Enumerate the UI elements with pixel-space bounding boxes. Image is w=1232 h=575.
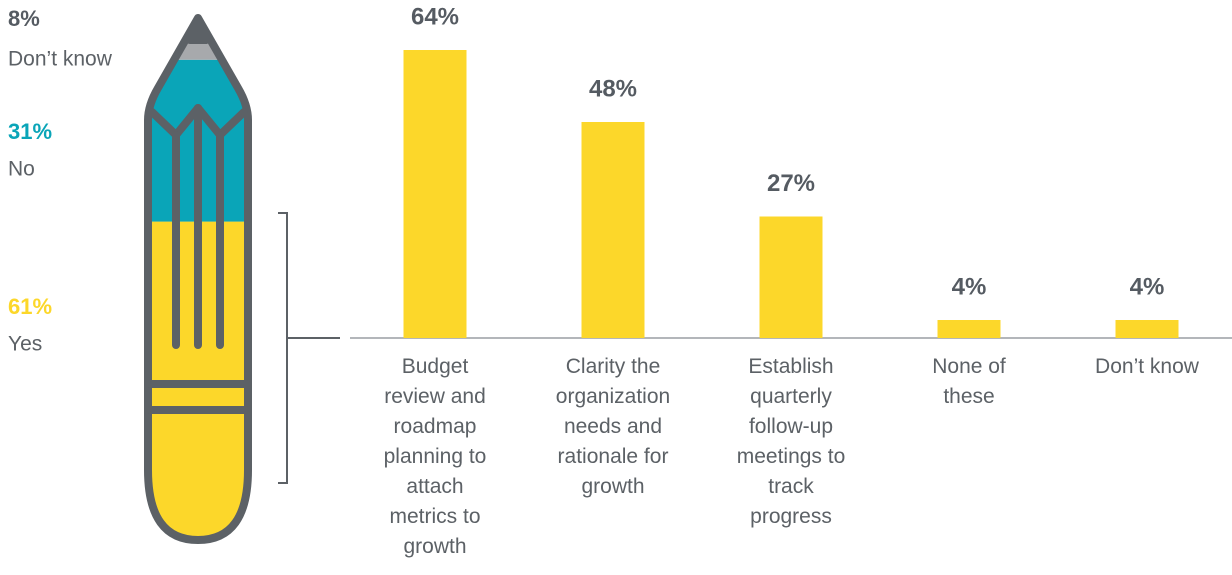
page: 8%Don’t know31%No61%Yes64%48%27%4%4% (()…: [0, 0, 1232, 575]
category-label: Budget review and roadmap planning to at…: [372, 352, 498, 562]
bar: [404, 50, 467, 338]
bar-value-label: 48%: [589, 75, 637, 102]
bar: [1116, 320, 1179, 338]
bracket: [278, 213, 340, 483]
bar-value-label: 4%: [952, 273, 987, 300]
bar: [760, 217, 823, 339]
segment-value-label: 61%: [8, 294, 52, 319]
segment-label: No: [8, 158, 35, 181]
bar: [938, 320, 1001, 338]
category-label: Clarity the organization needs and ratio…: [550, 352, 676, 502]
bar-value-label: 64%: [411, 3, 459, 30]
segment-value-label: 8%: [8, 6, 40, 31]
bar-value-label: 27%: [767, 170, 815, 197]
category-label: Don’t know: [1084, 352, 1210, 382]
segment-label: Yes: [8, 333, 42, 356]
segment-label: Don’t know: [8, 48, 113, 71]
bar-value-label: 4%: [1130, 273, 1165, 300]
segment-value-label: 31%: [8, 119, 52, 144]
category-label: None of these: [906, 352, 1032, 412]
category-label: Establish quarterly follow-up meetings t…: [728, 352, 854, 532]
bar: [582, 122, 645, 338]
